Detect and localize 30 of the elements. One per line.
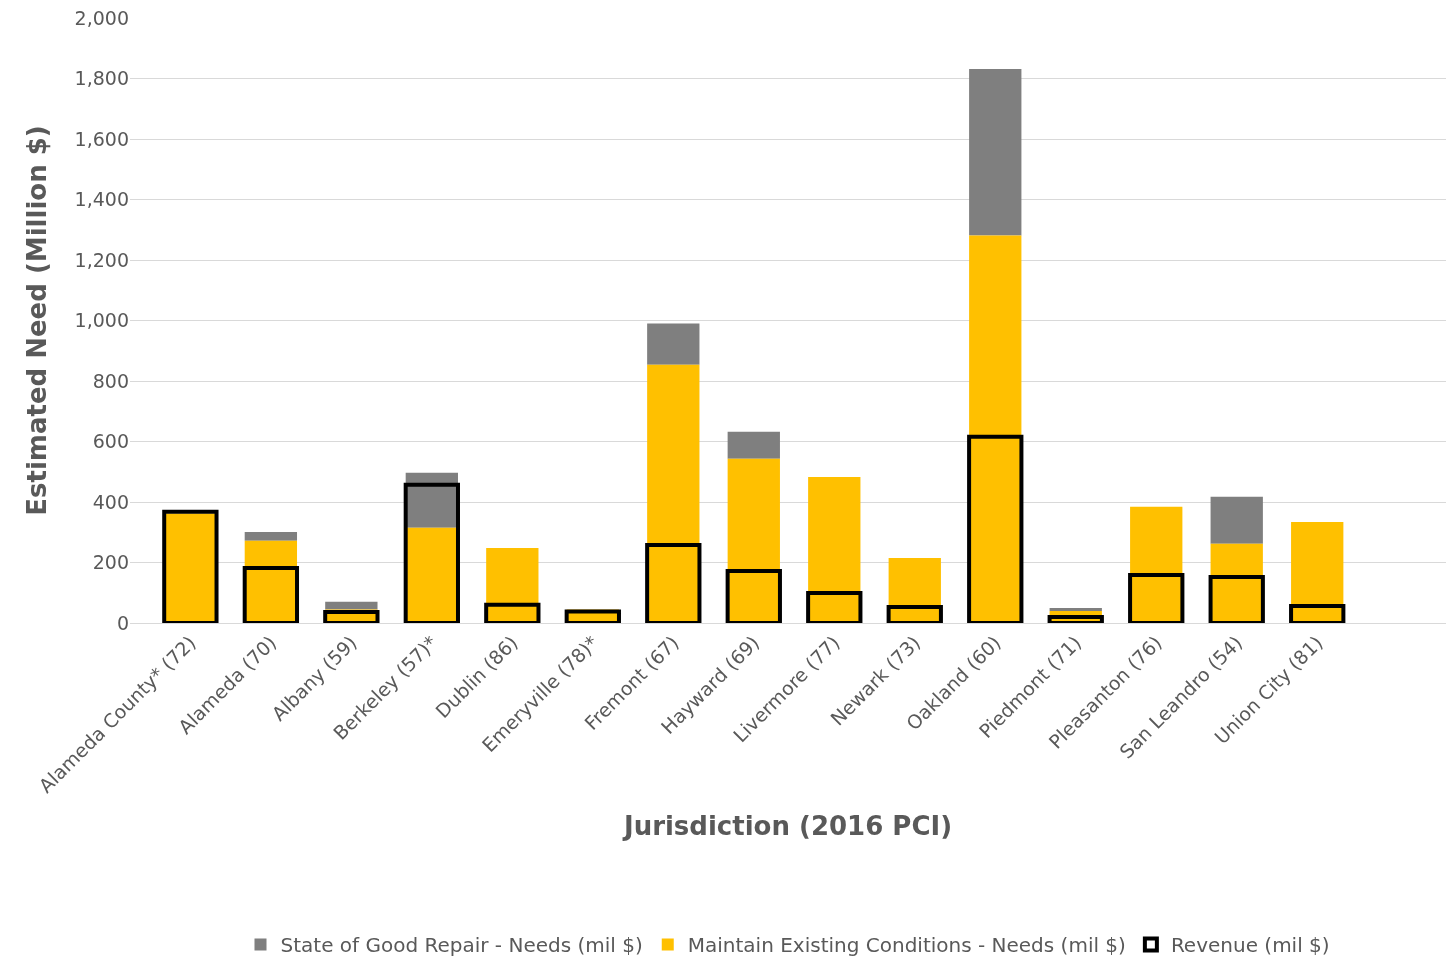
bar bbox=[1210, 496, 1263, 544]
bar bbox=[808, 476, 861, 623]
x-axis-title: Jurisdiction (2016 PCI) bbox=[621, 810, 953, 841]
y-tick-label: 400 bbox=[92, 490, 129, 513]
y-tick-label: 1,800 bbox=[74, 67, 129, 90]
bar bbox=[244, 531, 298, 541]
y-tick-label: 0 bbox=[116, 611, 129, 634]
bar bbox=[969, 235, 1022, 623]
y-tick-label: 1,400 bbox=[74, 188, 129, 211]
y-tick-label: 800 bbox=[92, 369, 129, 392]
y-tick-label: 1,200 bbox=[74, 248, 129, 271]
bar bbox=[1130, 506, 1183, 623]
bar bbox=[727, 458, 780, 623]
bar bbox=[1049, 607, 1102, 611]
bar bbox=[1291, 521, 1344, 623]
y-axis-title: Estimated Need (Million $) bbox=[21, 125, 52, 516]
y-tick-label: 600 bbox=[92, 430, 129, 453]
legend-label: Revenue (mil $) bbox=[1170, 933, 1330, 958]
legend-label: State of Good Repair - Needs (mil $) bbox=[280, 933, 643, 958]
legend-label: Maintain Existing Conditions - Needs (mil $) bbox=[687, 933, 1126, 958]
bar bbox=[486, 547, 539, 623]
bar bbox=[647, 323, 700, 365]
y-tick-label: 200 bbox=[92, 551, 129, 574]
bar bbox=[647, 364, 700, 623]
y-tick-label: 1,000 bbox=[74, 309, 129, 332]
y-tick-label: 2,000 bbox=[74, 6, 129, 29]
bar bbox=[969, 69, 1022, 236]
bar bbox=[325, 601, 378, 610]
bar bbox=[727, 431, 780, 459]
y-tick-label: 1,600 bbox=[74, 127, 129, 150]
